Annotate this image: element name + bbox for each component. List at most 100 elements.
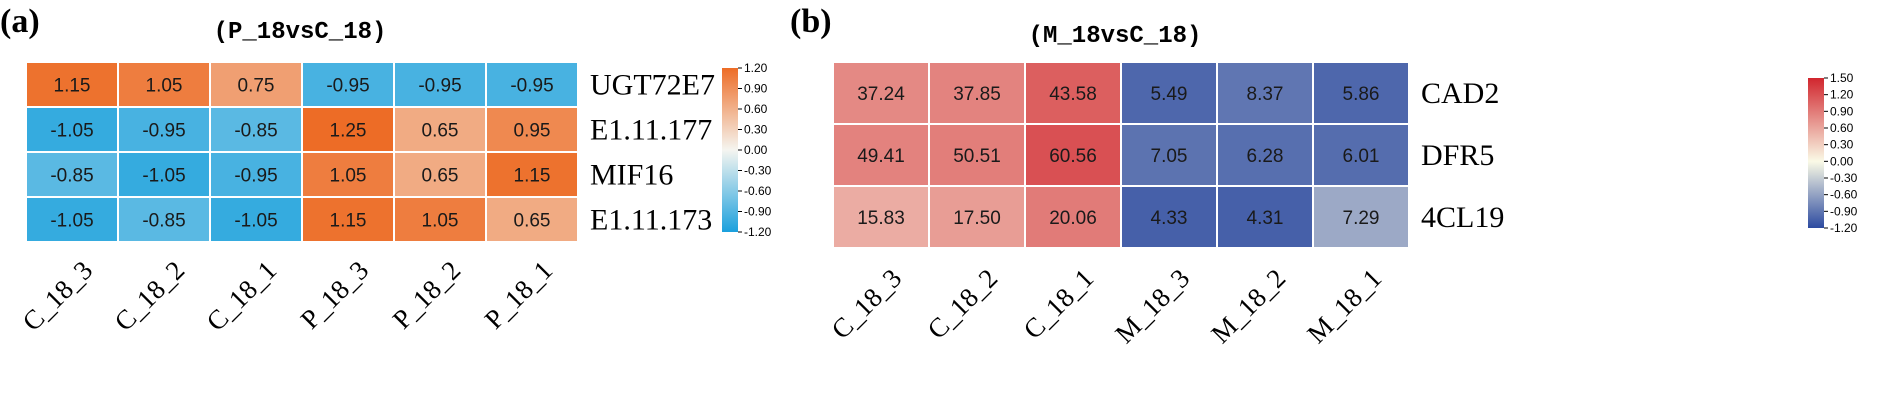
cell-value-label: 5.49 — [1151, 84, 1188, 105]
cell-value-label: 0.65 — [514, 211, 551, 232]
cell-value-label: -1.05 — [50, 211, 93, 232]
cell-value-label: -0.95 — [510, 76, 553, 97]
heatmap-cell — [1120, 61, 1218, 125]
cell-value-label: 43.58 — [1049, 84, 1097, 105]
colorbar-tick-label: 1.20 — [1830, 88, 1854, 102]
heatmap-cell — [1024, 61, 1122, 125]
heatmap-cell — [117, 151, 211, 198]
heatmap-cell — [1312, 185, 1410, 249]
heatmap-cell — [1024, 123, 1122, 187]
cell-value-label: -0.85 — [50, 166, 93, 187]
colorbar-a: 1.20 0.90 0.60 0.30 0.00 -0.30 -0.60 -0.90 -1.20 — [722, 61, 772, 239]
cell-value-label: 1.05 — [330, 166, 367, 187]
cell-value-label: 1.05 — [422, 211, 459, 232]
colorbar-b: 1.50 1.20 0.90 0.60 0.30 0.00 -0.30 -0.60 -0.90 -… — [1808, 71, 1858, 235]
cell-value-label: -0.95 — [326, 76, 369, 97]
heatmap-cell — [1120, 185, 1218, 249]
heatmap-cell — [117, 196, 211, 243]
cell-value-label: 6.01 — [1343, 146, 1380, 167]
row-label: 4CL19 — [1421, 201, 1504, 234]
colorbar-tick-label: -0.30 — [1830, 171, 1858, 185]
panel-b: (b) (M_18vsC_18) 37.24 37.85 43.58 5.49 8.37… — [790, 3, 1858, 349]
cell-value-label: 0.75 — [238, 76, 275, 97]
heatmap-cell — [1312, 61, 1410, 125]
row-label: CAD2 — [1421, 77, 1499, 110]
heatmap-cell — [485, 196, 579, 243]
column-label: M_18_2 — [1205, 263, 1291, 349]
colorbar-tick-label: -0.60 — [744, 184, 772, 198]
heatmap-cell — [1024, 185, 1122, 249]
colorbar-tick-label: -0.60 — [1830, 188, 1858, 202]
heatmap-cell — [1120, 123, 1218, 187]
cell-value-label: 4.31 — [1247, 208, 1284, 229]
colorbar-tick-label: -0.30 — [744, 164, 772, 178]
cell-value-label: 60.56 — [1049, 146, 1097, 167]
column-label: C_18_2 — [109, 255, 191, 337]
heatmap-b-column-labels: C_18_3 C_18_2 C_18_1 M_18_3 M_18_2 M_18_1 — [826, 263, 1388, 349]
colorbar-a-ticks: 1.20 0.90 0.60 0.30 0.00 -0.30 -0.60 -0.90 -1.20 — [738, 61, 772, 239]
heatmap-b-cells: 37.24 37.85 43.58 5.49 8.37 5.86 49.41 50.51 60.… — [832, 61, 1410, 249]
cell-value-label: -0.85 — [234, 121, 277, 142]
cell-value-label: 1.25 — [330, 121, 367, 142]
column-label: C_18_1 — [1018, 263, 1100, 345]
heatmap-b-row-labels: CAD2 DFR5 4CL19 — [1421, 77, 1504, 234]
colorbar-a-gradient — [722, 68, 738, 232]
heatmap-cell — [25, 61, 119, 108]
colorbar-tick-label: 0.30 — [1830, 138, 1854, 152]
cell-value-label: 7.29 — [1343, 208, 1380, 229]
heatmap-cell — [928, 123, 1026, 187]
cell-value-label: -1.05 — [234, 211, 277, 232]
column-label: C_18_3 — [17, 255, 99, 337]
cell-value-label: 0.65 — [422, 121, 459, 142]
row-label: UGT72E7 — [590, 69, 715, 102]
cell-value-label: 17.50 — [953, 208, 1001, 229]
row-label: E1.11.177 — [590, 114, 712, 147]
cell-value-label: 50.51 — [953, 146, 1001, 167]
colorbar-b-ticks: 1.50 1.20 0.90 0.60 0.30 0.00 -0.30 -0.60 -0.90 -… — [1824, 71, 1858, 235]
column-label: M_18_3 — [1109, 263, 1195, 349]
heatmap-a-cells: 1.15 1.05 0.75 -0.95 -0.95 -0.95 -1.05 -0.95 -0.… — [25, 61, 579, 243]
panel-a: (a) (P_18vsC_18) 1.15 1.05 0.75 -0.95 -0.95 -… — [0, 3, 772, 337]
colorbar-b-gradient — [1808, 78, 1824, 228]
colorbar-tick-label: 0.90 — [744, 82, 768, 96]
cell-value-label: -0.85 — [142, 211, 185, 232]
heatmap-cell — [25, 196, 119, 243]
column-label: C_18_1 — [201, 255, 283, 337]
cell-value-label: 7.05 — [1151, 146, 1188, 167]
heatmap-cell — [928, 61, 1026, 125]
cell-value-label: 20.06 — [1049, 208, 1097, 229]
colorbar-tick-label: -0.90 — [1830, 204, 1858, 218]
heatmap-a-column-labels: C_18_3 C_18_2 C_18_1 P_18_3 P_18_2 P_18_1 — [17, 255, 559, 337]
heatmap-cell — [485, 106, 579, 153]
heatmap-cell — [301, 151, 395, 198]
cell-value-label: 1.15 — [330, 211, 367, 232]
colorbar-tick-label: 1.20 — [744, 61, 768, 75]
heatmap-cell — [832, 61, 930, 125]
row-label: DFR5 — [1421, 139, 1494, 172]
panel-a-label: (a) — [0, 3, 40, 40]
column-label: P_18_1 — [479, 255, 559, 335]
cell-value-label: 6.28 — [1247, 146, 1284, 167]
cell-value-label: 49.41 — [857, 146, 905, 167]
heatmap-cell — [393, 196, 487, 243]
cell-value-label: 37.24 — [857, 84, 905, 105]
cell-value-label: -0.95 — [142, 121, 185, 142]
cell-value-label: 1.05 — [146, 76, 183, 97]
panel-b-label: (b) — [790, 3, 832, 40]
heatmap-cell — [117, 106, 211, 153]
heatmap-cell — [117, 61, 211, 108]
colorbar-tick-label: 0.30 — [744, 123, 768, 137]
colorbar-tick-label: 0.00 — [1830, 154, 1854, 168]
heatmap-cell — [301, 106, 395, 153]
heatmap-cell — [393, 151, 487, 198]
cell-value-label: 1.15 — [514, 166, 551, 187]
heatmap-cell — [485, 61, 579, 108]
heatmap-cell — [485, 151, 579, 198]
colorbar-tick-label: 0.00 — [744, 143, 768, 157]
colorbar-tick-label: 0.60 — [744, 102, 768, 116]
colorbar-tick-label: 0.90 — [1830, 104, 1854, 118]
panel-b-title: (M_18vsC_18) — [1029, 23, 1202, 50]
cell-value-label: 5.86 — [1343, 84, 1380, 105]
column-label: C_18_2 — [922, 263, 1004, 345]
